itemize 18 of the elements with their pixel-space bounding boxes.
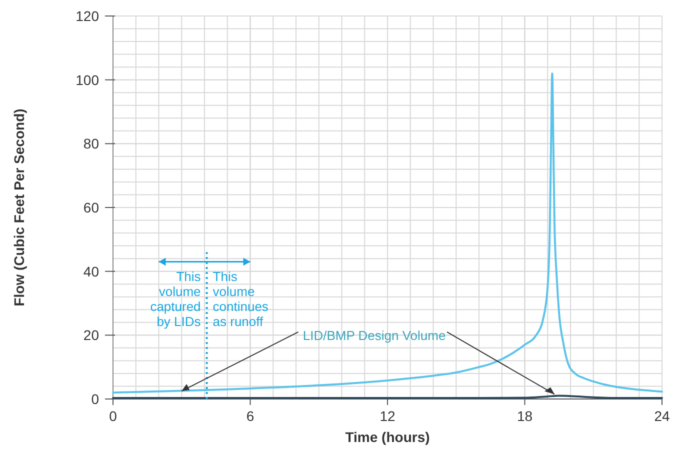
x-tick-label: 12 bbox=[380, 408, 396, 424]
line-series bbox=[112, 72, 663, 394]
x-axis-title: Time (hours) bbox=[345, 429, 430, 445]
y-tick-label: 0 bbox=[91, 391, 100, 407]
annotation: This volume captured by LIDs bbox=[150, 268, 202, 329]
y-tick-label: 100 bbox=[76, 72, 100, 88]
y-tick-label: 120 bbox=[76, 8, 100, 24]
x-tick-label: 0 bbox=[109, 408, 118, 424]
x-tick-label: 18 bbox=[516, 408, 533, 424]
y-tick-label: 60 bbox=[83, 200, 100, 216]
x-tick-label: 6 bbox=[246, 408, 254, 424]
y-tick-label: 80 bbox=[83, 136, 100, 152]
y-tick-label: 40 bbox=[83, 263, 100, 280]
text: LID/BMP Design Volume bbox=[302, 328, 446, 344]
y-axis-title: Flow (Cubic Feet Per Second) bbox=[11, 108, 27, 306]
y-tick-label: 20 bbox=[83, 327, 100, 344]
annotation: This volume continues as runoff bbox=[212, 268, 269, 329]
x-tick-label: 24 bbox=[654, 408, 670, 424]
